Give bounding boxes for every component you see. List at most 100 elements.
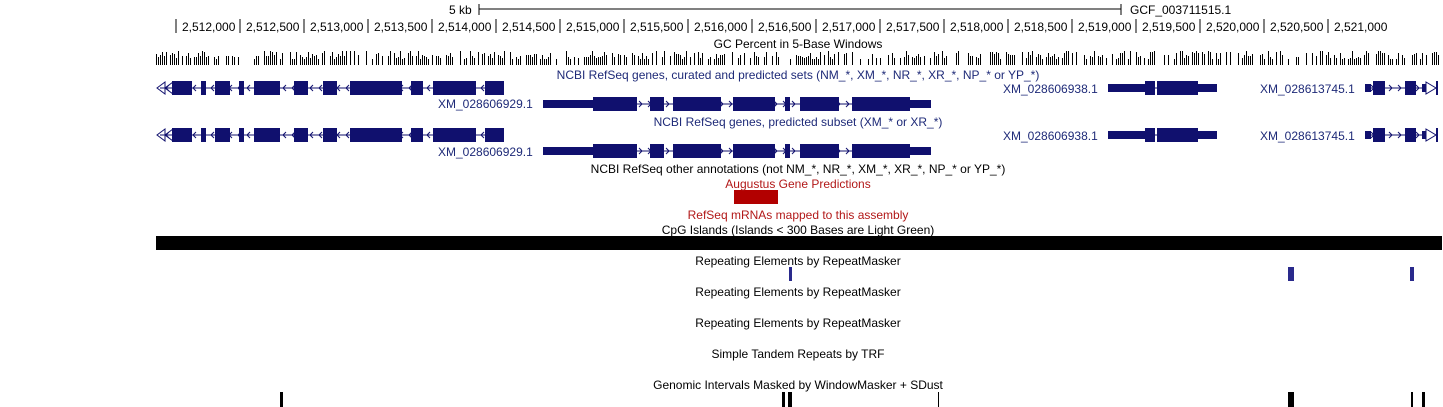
gc-bar (690, 57, 691, 65)
refseq-predicted-genes[interactable] (156, 128, 1438, 158)
gc-bar (156, 54, 157, 65)
ruler-tick-label: 2,514,500 (502, 20, 556, 34)
track-title-rmsk-2[interactable]: Repeating Elements by RepeatMasker (695, 285, 901, 299)
track-title-rmsk-1[interactable]: Repeating Elements by RepeatMasker (695, 254, 901, 268)
gene-exon (1422, 131, 1426, 139)
gc-bar (544, 59, 545, 65)
gc-bar (264, 51, 265, 65)
gene-label-xm-028606929[interactable]: XM_028606929.1 (438, 145, 533, 159)
ruler-tick-label: 2,512,500 (246, 20, 300, 34)
gc-bar (1010, 55, 1011, 65)
windowmasker-track[interactable] (280, 392, 1425, 407)
gc-bar (682, 59, 683, 65)
repeat-element[interactable] (1410, 267, 1414, 281)
gc-bar (1252, 54, 1253, 65)
gc-bar (804, 58, 805, 65)
gc-bar (408, 53, 409, 65)
ruler-ticks (175, 19, 1329, 33)
gc-bar (1072, 53, 1073, 65)
gene-label-xm-028606929[interactable]: XM_028606929.1 (438, 97, 533, 111)
track-title-cpg[interactable]: CpG Islands (Islands < 300 Bases are Lig… (661, 223, 935, 237)
gc-bar (218, 56, 219, 65)
gc-bar (1022, 52, 1023, 65)
gc-bar (1100, 57, 1101, 65)
masked-interval (1288, 392, 1294, 407)
gc-bar (1128, 59, 1129, 65)
gc-bar (440, 58, 441, 65)
strand-arrow (282, 84, 287, 92)
repeat-element[interactable] (789, 267, 792, 281)
gc-bar (1334, 55, 1335, 65)
gene-exon (1198, 84, 1217, 92)
gc-bar (504, 51, 505, 65)
gc-bar (306, 57, 307, 65)
masked-interval (1411, 392, 1413, 407)
gc-bar (196, 57, 197, 65)
track-title-trf[interactable]: Simple Tandem Repeats by TRF (711, 347, 885, 361)
gc-bar (1094, 51, 1095, 65)
gene-label-xm-028606938[interactable]: XM_028606938.1 (1003, 129, 1098, 143)
gene-label-xm-028606938[interactable]: XM_028606938.1 (1003, 82, 1098, 96)
gc-bar (1144, 58, 1145, 65)
track-title-refseq-all[interactable]: NCBI RefSeq genes, curated and predicted… (556, 68, 1040, 82)
gc-bar (1350, 58, 1351, 65)
gc-bar (970, 56, 971, 65)
gene-exon (800, 144, 839, 158)
gene-exon (1365, 84, 1371, 92)
gc-bar (844, 54, 845, 65)
gc-bar (998, 53, 999, 65)
gc-bar (678, 54, 679, 65)
gc-bar (470, 51, 471, 65)
gene-exon (1108, 131, 1145, 139)
gc-bar (708, 59, 709, 65)
gc-bar (1416, 53, 1417, 65)
gene-exon (323, 81, 337, 95)
gc-bar (754, 52, 755, 65)
gene-exon (543, 147, 593, 155)
gc-bar (1218, 59, 1219, 65)
gene-exon (800, 97, 839, 111)
gene-label-xm-028613745[interactable]: XM_028613745.1 (1260, 82, 1355, 96)
gc-bar (316, 55, 317, 65)
masked-interval (280, 392, 283, 407)
gc-bar (1412, 55, 1413, 65)
gc-bar (1048, 53, 1049, 65)
track-title-augustus[interactable]: Augustus Gene Predictions (725, 177, 871, 191)
gc-bar (556, 59, 557, 65)
gc-percent-track[interactable] (156, 51, 1439, 65)
refseq-all-genes[interactable] (156, 81, 1438, 111)
track-title-refseq-mrna[interactable]: RefSeq mRNAs mapped to this assembly (687, 208, 909, 222)
track-title-refseq-predicted[interactable]: NCBI RefSeq genes, predicted subset (XM_… (653, 115, 943, 129)
gc-bar (972, 56, 973, 65)
track-title-windowmasker[interactable]: Genomic Intervals Masked by WindowMasker… (653, 378, 943, 392)
ruler-tick-label: 2,518,000 (950, 20, 1004, 34)
track-title-refseq-other[interactable]: NCBI RefSeq other annotations (not NM_*,… (590, 162, 1006, 176)
repeat-element[interactable] (1288, 267, 1294, 281)
cpg-island-bar[interactable] (156, 236, 1442, 250)
track-title-rmsk-3[interactable]: Repeating Elements by RepeatMasker (695, 316, 901, 330)
gene-exon (1405, 128, 1416, 142)
strand-arrow (845, 147, 850, 155)
augustus-prediction[interactable] (734, 190, 778, 204)
gc-bar (1138, 57, 1139, 65)
gc-bar (314, 56, 315, 65)
gc-bar (350, 51, 351, 65)
ruler-tick-label: 2,513,500 (374, 20, 428, 34)
gc-bar (170, 55, 171, 65)
gc-bar (698, 52, 699, 65)
gc-bar (1140, 56, 1141, 65)
gc-bar (956, 53, 957, 65)
gc-bar (162, 52, 163, 65)
gc-bar (1270, 57, 1271, 65)
gc-bar (908, 55, 909, 65)
track-title-gc[interactable]: GC Percent in 5-Base Windows (713, 37, 883, 51)
gc-bar (1068, 51, 1069, 65)
gc-bar (1404, 58, 1405, 65)
gc-bar (372, 59, 373, 65)
gc-bar (1066, 51, 1067, 65)
gc-bar (1422, 53, 1423, 65)
gene-label-xm-028613745[interactable]: XM_028613745.1 (1260, 129, 1355, 143)
strand-arrow (1397, 131, 1402, 139)
gc-bar (292, 59, 293, 65)
